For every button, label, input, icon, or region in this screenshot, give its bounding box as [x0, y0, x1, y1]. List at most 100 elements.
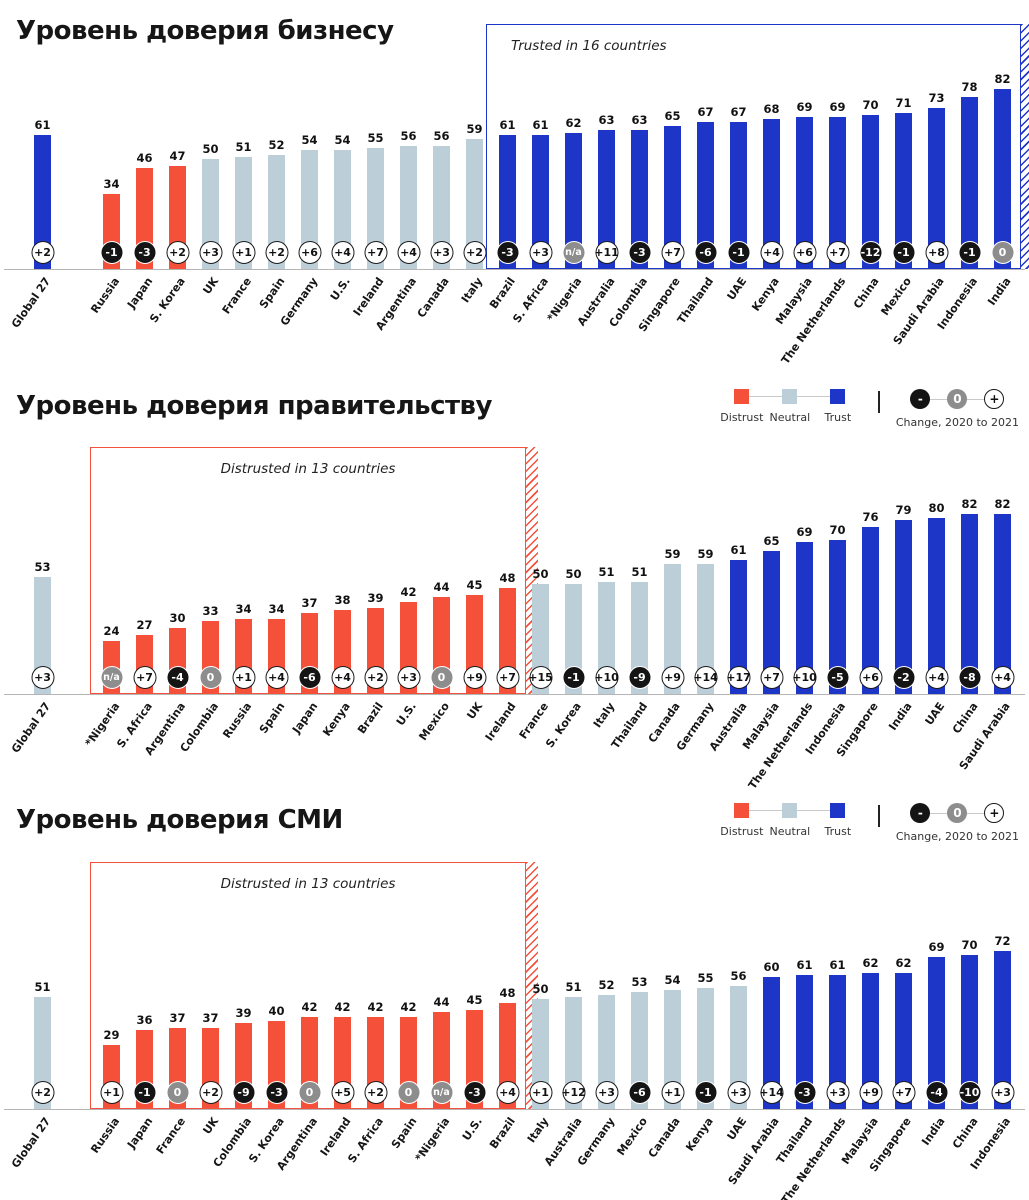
- country-label: Ireland: [317, 1115, 354, 1159]
- change-badge: +10: [594, 666, 619, 689]
- bar-group-u-s: 42 +3 U.S.: [392, 445, 425, 728]
- bar-group-ireland: 48 +7 Ireland: [482, 445, 524, 743]
- bar: [631, 992, 648, 1109]
- change-badge: -3: [133, 241, 156, 264]
- change-badge: +5: [331, 1081, 354, 1104]
- bar-group-uae: 80 +4 UAE: [920, 445, 953, 728]
- bar-group-india: 82 0 India: [985, 40, 1019, 308]
- country-label: Russia: [88, 275, 123, 316]
- neutral-swatch-icon: [782, 803, 798, 818]
- bar-value-label: 69: [928, 940, 945, 954]
- bar-group-nigeria: 24 n/a *Nigeria: [82, 445, 128, 749]
- legend-change-icons: - 0 +: [910, 389, 1005, 409]
- country-label: China: [850, 275, 882, 312]
- bar-group-japan: 36 -1 Japan: [125, 860, 161, 1151]
- bar-group-colombia: 63 -3 Colombia: [607, 40, 656, 330]
- change-badge: -1: [892, 241, 915, 264]
- change-badge: +4: [496, 1081, 519, 1104]
- bar-value-label: 69: [829, 100, 846, 114]
- legend: Distrust Neutral Trust - 0 + Change,: [718, 803, 1019, 843]
- change-badge: -10: [958, 1081, 981, 1104]
- change-badge: +3: [991, 1081, 1014, 1104]
- bar: [961, 955, 978, 1109]
- bar-value-label: 65: [763, 534, 780, 548]
- bar-value-label: 29: [103, 1028, 120, 1042]
- bar-group-france: 50 +15 France: [517, 445, 557, 742]
- change-badge: +1: [232, 241, 255, 264]
- bar-value-label: 61: [499, 118, 516, 132]
- bar-value-label: 37: [202, 1011, 219, 1025]
- bar-group-australia: 61 +17 Australia: [706, 445, 755, 754]
- change-badge: +3: [529, 241, 552, 264]
- country-label: UK: [200, 275, 222, 297]
- bar: [664, 564, 681, 694]
- country-label: Global 27: [8, 275, 54, 331]
- country-label: Kenya: [320, 700, 354, 739]
- negative-change-icon: -: [910, 803, 931, 823]
- bar-group-brazil: 39 +2 Brazil: [355, 445, 392, 736]
- bar-group-uk: 50 +3 UK: [194, 40, 227, 297]
- bar-value-label: 34: [235, 602, 252, 616]
- change-badge: +2: [463, 241, 486, 264]
- bar-group-italy: 59 +2 Italy: [458, 40, 491, 305]
- bar-value-label: 71: [895, 96, 912, 110]
- bar-group-spain: 52 +2 Spain: [257, 40, 293, 311]
- positive-change-icon: +: [984, 803, 1005, 823]
- legend-categories: Distrust Neutral Trust: [718, 803, 862, 838]
- bar-group-malaysia: 65 +7 Malaysia: [740, 445, 788, 752]
- bar-value-label: 39: [367, 591, 384, 605]
- bar-group-singapore: 62 +7 Singapore: [867, 860, 920, 1174]
- bar-value-label: 55: [367, 131, 384, 145]
- hatch-band-icon: [1021, 24, 1029, 269]
- chart-title-business: Уровень доверия бизнесу: [16, 16, 394, 46]
- bar-group-india: 79 -2 India: [886, 445, 920, 733]
- bar: [994, 89, 1011, 269]
- bar-group-colombia: 33 0 Colombia: [178, 445, 227, 755]
- bar: [994, 951, 1011, 1109]
- country-label: Italy: [458, 275, 486, 306]
- bar-value-label: 51: [565, 980, 582, 994]
- legend-separator: [877, 805, 880, 827]
- bar-group-france: 37 0 France: [154, 860, 194, 1156]
- bar-value-label: 30: [169, 611, 186, 625]
- bar: [598, 995, 615, 1109]
- bar-group-u-s: 45 -3 U.S.: [458, 860, 491, 1143]
- neutral-swatch-icon: [782, 389, 798, 404]
- country-label: UAE: [922, 700, 948, 728]
- change-badge: -3: [265, 1081, 288, 1104]
- country-label: Brazil: [355, 700, 387, 737]
- bar-value-label: 68: [763, 102, 780, 116]
- bar-group-germany: 54 +6 Germany: [277, 40, 326, 328]
- change-badge: n/a: [562, 241, 585, 264]
- change-badge: +7: [892, 1081, 915, 1104]
- bar-group-indonesia: 70 -5 Indonesia: [803, 445, 854, 757]
- bar-group-canada: 54 +1 Canada: [646, 860, 689, 1160]
- change-badge: +17: [726, 666, 751, 689]
- bar: [334, 150, 351, 269]
- bar-group-canada: 59 +9 Canada: [646, 445, 689, 745]
- bar: [664, 990, 681, 1109]
- change-badge: -1: [694, 1081, 717, 1104]
- legend-item-neutral: Neutral: [766, 389, 814, 424]
- bar: [862, 973, 879, 1109]
- bar-value-label: 56: [400, 129, 417, 143]
- bar-value-label: 42: [301, 1000, 318, 1014]
- change-badge: +6: [859, 666, 882, 689]
- change-badge: n/a: [100, 666, 123, 689]
- bar-group-s-africa: 42 +2 S. Africa: [345, 860, 392, 1165]
- country-label: U.S.: [328, 275, 354, 304]
- bar: [532, 135, 549, 269]
- change-badge: +2: [265, 241, 288, 264]
- bar: [466, 139, 483, 269]
- bar-value-label: 59: [697, 547, 714, 561]
- bar-value-label: 73: [928, 91, 945, 105]
- bar-value-label: 48: [499, 571, 516, 585]
- country-label: France: [516, 700, 552, 742]
- country-label: UK: [200, 1115, 222, 1137]
- bar-value-label: 62: [565, 116, 582, 130]
- bar-value-label: 39: [235, 1006, 252, 1020]
- bar-group-s-korea: 47 +2 S. Korea: [148, 40, 194, 325]
- bar-value-label: 67: [697, 105, 714, 119]
- change-badge: +7: [661, 241, 684, 264]
